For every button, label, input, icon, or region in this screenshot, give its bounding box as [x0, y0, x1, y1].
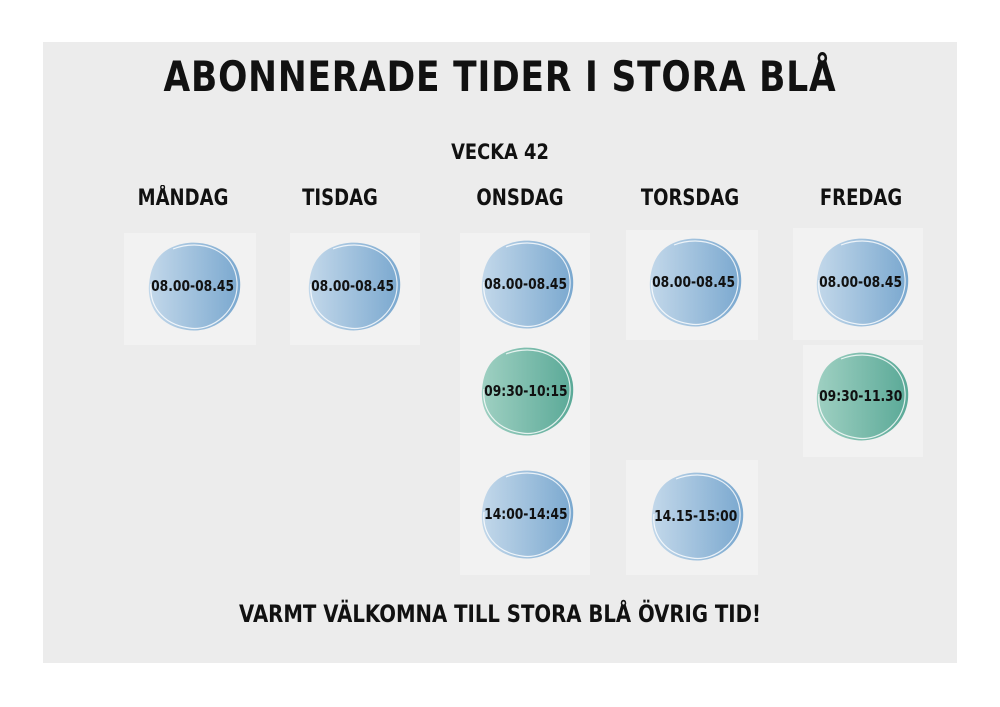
day-header-friday: FREDAG — [819, 186, 903, 211]
week-label: VECKA 42 — [451, 140, 549, 164]
time-slot-friday-1[interactable]: 08.00-08.45 — [813, 236, 909, 328]
blob-shape — [308, 242, 401, 331]
time-slot-monday-1[interactable]: 08.00-08.45 — [145, 240, 241, 332]
slot-time: 14.15-15:00 — [654, 507, 738, 525]
footer-message: VARMT VÄLKOMNA TILL STORA BLÅ ÖVRIG TID! — [239, 600, 761, 628]
slot-time: 08.00-08.45 — [151, 277, 235, 295]
slot-time: 14:00-14:45 — [484, 505, 568, 523]
slot-time: 08.00-08.45 — [652, 273, 736, 291]
slot-time: 09:30-10:15 — [484, 382, 568, 400]
blob-shape — [649, 238, 742, 327]
day-header-tuesday: TISDAG — [302, 186, 378, 211]
slot-time: 08.00-08.45 — [484, 275, 568, 293]
blob-shape — [481, 347, 574, 436]
page-title: ABONNERADE TIDER I STORA BLÅ — [163, 52, 837, 101]
day-header-wednesday: ONSDAG — [476, 186, 564, 211]
time-slot-wednesday-2[interactable]: 09:30-10:15 — [478, 345, 574, 437]
blob-shape — [816, 238, 909, 327]
blob-shape — [148, 242, 241, 331]
time-slot-tuesday-1[interactable]: 08.00-08.45 — [305, 240, 401, 332]
day-header-monday: MÅNDAG — [137, 186, 229, 211]
time-slot-friday-2[interactable]: 09:30-11.30 — [813, 350, 909, 442]
day-header-thursday: TORSDAG — [640, 186, 740, 211]
slot-time: 08.00-08.45 — [819, 273, 903, 291]
blob-shape — [481, 240, 574, 329]
blob-shape — [651, 472, 744, 561]
time-slot-thursday-2[interactable]: 14.15-15:00 — [648, 470, 744, 562]
time-slot-thursday-1[interactable]: 08.00-08.45 — [646, 236, 742, 328]
blob-shape — [481, 470, 574, 559]
slot-time: 09:30-11.30 — [819, 387, 903, 405]
slot-time: 08.00-08.45 — [311, 277, 395, 295]
time-slot-wednesday-3[interactable]: 14:00-14:45 — [478, 468, 574, 560]
time-slot-wednesday-1[interactable]: 08.00-08.45 — [478, 238, 574, 330]
blob-shape — [816, 352, 909, 441]
